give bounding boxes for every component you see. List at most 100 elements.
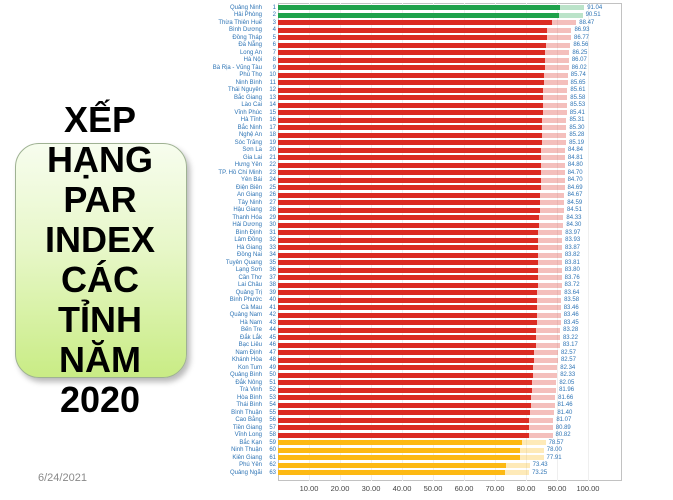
chart-row: Hà Giang 33 83.87 (0, 244, 673, 252)
chart-row: Quảng Bình 50 82.33 (0, 372, 673, 380)
rank-label: 53 (269, 394, 276, 401)
x-tick-label: 100.00 (576, 484, 600, 493)
value-label: 84.81 (567, 154, 583, 161)
bar-tail (542, 132, 567, 138)
chart-row: Phú Yên 62 73.43 (0, 462, 673, 470)
bar (278, 365, 534, 371)
chart-row: An Giang 26 84.67 (0, 192, 673, 200)
x-tick-label: 90.00 (547, 484, 567, 493)
chart-row: Lạng Sơn 36 83.80 (0, 267, 673, 275)
bar-tail (547, 27, 572, 33)
bar-tail (535, 335, 560, 341)
value-label: 83.17 (562, 342, 578, 349)
chart-row: Cà Mau 41 83.46 (0, 304, 673, 312)
value-label: 85.53 (570, 102, 586, 109)
chart-row: Bình Dương 4 86.93 (0, 27, 673, 35)
rank-label: 16 (269, 117, 276, 124)
value-label: 82.57 (560, 349, 576, 356)
rank-label: 35 (269, 259, 276, 266)
chart-row: Thái Bình 54 81.46 (0, 402, 673, 410)
bar-tail (537, 290, 562, 296)
category-label: Quảng Nam (229, 312, 262, 319)
bar-tail (543, 72, 568, 78)
value-label: 85.74 (570, 72, 586, 79)
value-label: 81.66 (558, 394, 574, 401)
bar (278, 297, 538, 303)
rank-label: 48 (269, 357, 276, 364)
category-label: Đắk Lắk (239, 334, 262, 341)
rank-label: 61 (269, 454, 276, 461)
bar (278, 12, 559, 18)
category-label: Hà Nam (239, 319, 262, 326)
chart-row: Phú Thọ 10 85.74 (0, 72, 673, 80)
chart-row: Đà Nẵng 6 86.56 (0, 42, 673, 50)
bar-tail (543, 102, 568, 108)
bar-tail (521, 440, 546, 446)
chart-row: Quảng Trị 39 83.64 (0, 289, 673, 297)
chart-row: Lai Châu 38 83.72 (0, 282, 673, 290)
bar-tail (543, 80, 568, 86)
value-label: 85.31 (569, 117, 585, 124)
rank-label: 34 (269, 252, 276, 259)
bar-tail (542, 125, 567, 131)
rank-label: 47 (269, 349, 276, 356)
rank-label: 33 (269, 244, 276, 251)
bar-tail (552, 20, 577, 26)
value-label: 77.91 (546, 454, 562, 461)
chart-row: Khánh Hòa 48 82.57 (0, 357, 673, 365)
bar (278, 192, 541, 198)
value-label: 84.70 (567, 177, 583, 184)
value-label: 84.59 (567, 199, 583, 206)
bar-tail (536, 327, 561, 333)
rank-label: 5 (272, 34, 276, 41)
bar (278, 380, 533, 386)
rank-label: 32 (269, 237, 276, 244)
bar-tail (535, 342, 560, 348)
value-label: 84.67 (567, 192, 583, 199)
rank-label: 39 (269, 289, 276, 296)
value-label: 85.61 (570, 87, 586, 94)
value-label: 86.93 (574, 27, 590, 34)
rank-label: 36 (269, 267, 276, 274)
bar (278, 5, 561, 11)
category-label: Cà Mau (240, 304, 262, 311)
rank-label: 25 (269, 184, 276, 191)
category-label: Nam Định (235, 349, 262, 356)
bar-tail (532, 387, 557, 393)
bar (278, 177, 541, 183)
value-label: 80.82 (555, 432, 571, 439)
bar (278, 35, 547, 41)
category-label: Quảng Bình (229, 372, 262, 379)
rank-label: 59 (269, 439, 276, 446)
value-label: 83.87 (564, 244, 580, 251)
chart-row: Đồng Tháp 5 86.77 (0, 34, 673, 42)
category-label: Bình Phước (229, 297, 262, 304)
bar (278, 140, 543, 146)
rank-label: 28 (269, 207, 276, 214)
rank-label: 29 (269, 214, 276, 221)
category-label: Phú Yên (239, 462, 262, 469)
rank-label: 24 (269, 177, 276, 184)
chart-row: Ninh Thuận 60 78.00 (0, 447, 673, 455)
rank-label: 37 (269, 274, 276, 281)
rank-label: 13 (269, 94, 276, 101)
chart-row: Cần Thơ 37 83.76 (0, 274, 673, 282)
value-label: 84.69 (567, 184, 583, 191)
chart-row: Trà Vinh 52 81.96 (0, 387, 673, 395)
rank-label: 9 (272, 64, 276, 71)
bar (278, 357, 534, 363)
category-label: Bình Định (235, 229, 262, 236)
chart-row: Hải Phòng 2 90.51 (0, 12, 673, 20)
chart-row: Đắk Nông 51 82.05 (0, 379, 673, 387)
rank-label: 20 (269, 147, 276, 154)
category-label: Bắc Ninh (237, 124, 262, 131)
category-label: Kon Tum (237, 364, 262, 371)
category-label: Bà Rịa - Vũng Tàu (212, 64, 262, 71)
value-label: 88.47 (579, 19, 595, 26)
rank-label: 51 (269, 379, 276, 386)
value-label: 83.97 (565, 229, 581, 236)
chart-row: Lâm Đồng 32 83.93 (0, 237, 673, 245)
bar-tail (536, 320, 561, 326)
bar (278, 125, 543, 131)
bar (278, 275, 538, 281)
